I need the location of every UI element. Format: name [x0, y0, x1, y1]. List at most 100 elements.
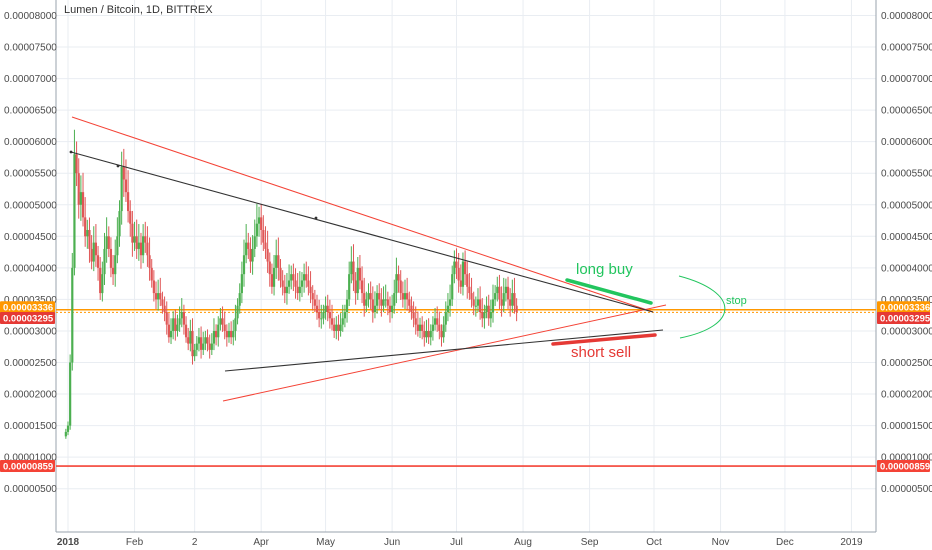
- candle-body: [270, 274, 274, 287]
- annotation-stop: stop: [726, 295, 747, 307]
- candle-body: [238, 293, 241, 306]
- candle-body: [311, 293, 314, 300]
- annotation-short-sell: short sell: [571, 344, 631, 361]
- right-price-tag-label: 0.00003295: [880, 314, 931, 325]
- candle-body: [339, 324, 342, 331]
- candle-body: [296, 286, 299, 294]
- candle-body: [360, 280, 364, 294]
- left-price-tag-label: 0.00000859: [3, 462, 53, 473]
- candle-body: [122, 166, 125, 180]
- candle-body: [69, 362, 72, 426]
- candle-body: [174, 318, 177, 331]
- candle-body: [227, 330, 231, 338]
- candle-body: [101, 274, 104, 294]
- left-price-tag-bg: [0, 301, 55, 314]
- y-tick-label-right: 0.00001500: [881, 421, 932, 432]
- candle-body: [249, 248, 252, 262]
- candle-body: [111, 267, 115, 275]
- candle-body: [266, 248, 269, 262]
- candle-body: [375, 293, 379, 306]
- candle-body: [150, 267, 153, 281]
- candle-body: [309, 286, 312, 294]
- y-tick-label-right: 0.00006000: [881, 137, 932, 148]
- candle-body: [71, 267, 74, 363]
- candle-body: [251, 248, 254, 262]
- y-tick-label-right: 0.00006500: [881, 106, 932, 117]
- trendline-anchor: [314, 216, 318, 220]
- candle-body: [260, 217, 263, 230]
- candle-body: [328, 312, 331, 319]
- candle-body: [79, 192, 82, 205]
- candle-body: [144, 236, 147, 243]
- candle-body: [333, 324, 336, 331]
- candle-body: [491, 299, 495, 313]
- y-tick-label-left: 0.00001500: [4, 421, 57, 432]
- candle-body: [406, 293, 409, 300]
- x-tick-label: 2018: [57, 537, 80, 548]
- candle-body: [412, 312, 415, 319]
- plot-frame: [55, 0, 877, 533]
- y-tick-label-left: 0.00004500: [4, 232, 57, 243]
- candle-body: [350, 261, 353, 275]
- y-tick-label-left: 0.00001000: [4, 453, 57, 464]
- y-tick-label-right: 0.00003500: [881, 295, 932, 306]
- candle-body: [161, 299, 164, 306]
- candle-body: [348, 274, 351, 300]
- candle-body: [146, 242, 149, 256]
- candle-body: [127, 192, 130, 212]
- candle-body: [320, 318, 323, 320]
- x-tick-label: May: [316, 537, 335, 548]
- candle-body: [427, 330, 430, 338]
- candle-body: [84, 217, 87, 237]
- candle-body: [303, 274, 306, 281]
- candle-body: [159, 293, 162, 300]
- candle-body: [463, 261, 467, 275]
- candle-body: [212, 330, 216, 344]
- chart-title: Lumen / Bitcoin, 1D, BITTREX: [64, 4, 213, 16]
- candle-body: [191, 330, 194, 357]
- y-axis-right: 0.00008000 0.00007500 0.00007000 0.00006500…: [881, 11, 932, 495]
- candle-body: [380, 299, 383, 306]
- candle-body: [416, 324, 419, 331]
- short-sell-marker: [551, 333, 657, 346]
- candle-body: [92, 242, 95, 262]
- candle-body: [425, 330, 428, 338]
- y-tick-label-left: 0.00003500: [4, 295, 57, 306]
- left-price-tag-bg: [0, 460, 55, 473]
- candle-body: [504, 286, 507, 294]
- candle-body: [189, 330, 192, 344]
- candle-body: [451, 274, 454, 300]
- candle-body: [120, 166, 123, 212]
- y-tick-label-right: 0.00004500: [881, 232, 932, 243]
- candle-body: [459, 280, 462, 287]
- candle-body: [399, 280, 402, 294]
- y-tick-label-right: 0.00008000: [881, 11, 932, 22]
- candle-body: [219, 318, 222, 325]
- candle-body: [94, 242, 98, 256]
- candle-body: [217, 324, 220, 338]
- candle-body: [275, 255, 278, 268]
- candle-body: [255, 223, 258, 237]
- x-tick-label: Apr: [253, 537, 269, 548]
- y-axis-left: 0.00008000 0.00007500 0.00007000 0.00006500…: [4, 11, 57, 495]
- candle-body: [277, 255, 280, 268]
- annotation-long-buy: long buy: [576, 261, 633, 278]
- y-tick-label-left: 0.00000500: [4, 484, 57, 495]
- candle-body: [313, 299, 316, 306]
- candle-body: [195, 343, 198, 350]
- candle-body: [99, 267, 102, 294]
- candle-body: [73, 154, 76, 268]
- black-upper-trendline: [70, 151, 654, 313]
- candle-body: [408, 299, 411, 306]
- candle-body: [335, 324, 338, 331]
- trendline-drawings: [69, 116, 726, 402]
- candle-body: [135, 236, 138, 249]
- x-tick-label: Jun: [384, 537, 400, 548]
- candle-body: [236, 305, 239, 319]
- y-tick-label-right: 0.00002500: [881, 358, 932, 369]
- candle-body: [393, 293, 396, 306]
- candle-body: [223, 324, 226, 331]
- candle-body: [453, 261, 456, 275]
- candle-body: [253, 236, 256, 249]
